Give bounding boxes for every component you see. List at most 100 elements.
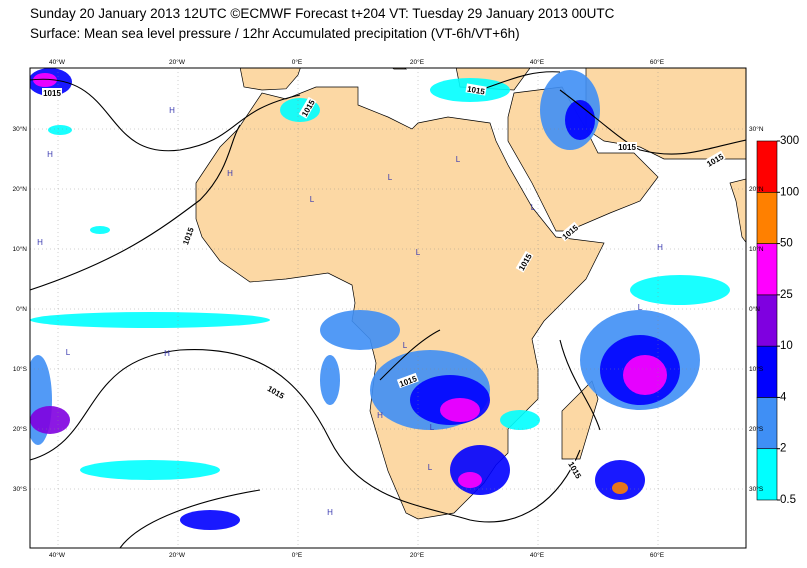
isobar-label: 1015 [618,143,636,152]
pressure-centre: L [531,203,536,212]
isobar-label-bg [298,96,317,119]
longitude-label: 40°W [49,58,66,66]
map-content: 1015101510151015101510151015101510151015… [30,68,746,548]
pressure-centre: L [416,248,421,257]
pressure-centre: H [47,150,53,159]
colorbar-segment [756,140,778,193]
precipitation-area [500,410,540,430]
land [585,68,746,243]
latitude-label: 30°N [749,125,764,133]
pressure-centre: H [164,349,170,358]
isobar [30,124,241,291]
colorbar-label: 100 [780,186,799,198]
precipitation-area [320,310,400,350]
precipitation-area [612,482,628,494]
isobar [379,329,441,381]
pressure-centre: L [638,303,643,312]
precipitation-area [630,275,730,305]
latitude-label: 30°S [749,485,764,493]
precipitation-area [30,406,70,434]
pressure-centre: H [169,106,175,115]
latitude-label: 20°S [13,425,28,433]
longitude-label: 40°E [530,551,545,559]
isobar [119,489,261,548]
longitude-label: 60°E [650,58,665,66]
pressure-centre: L [66,348,71,357]
latitude-label: 0°N [749,305,760,313]
colorbar-label: 4 [780,391,787,403]
colorbar-segment [756,191,778,244]
latitude-label: 20°N [12,185,27,193]
longitude-label: 40°E [530,58,545,66]
pressure-centre: L [456,155,461,164]
colorbar: 0.5 2 4 10 25 50 100 300 [756,135,799,506]
pressure-centre: L [388,173,393,182]
latitude-label: 10°N [749,245,764,253]
latitude-label: 0°N [16,305,27,313]
isobar [30,348,581,523]
isobar-label-bg [465,83,487,96]
map-subtitle: Surface: Mean sea level pressure / 12hr … [30,26,520,41]
precipitation-area [80,460,220,480]
pressure-centre: H [377,411,383,420]
colorbar-label: 300 [780,135,799,147]
pressure-centre: L [310,195,315,204]
precipitation-area [623,355,667,395]
isobar-label-bg [566,458,585,481]
longitude-label: 60°E [650,551,665,559]
colorbar-label: 50 [780,238,793,250]
isobar-label-bg [179,224,196,247]
pressure-centre: L [428,463,433,472]
precipitation-area [30,312,270,328]
colorbar-label: 0.5 [780,494,796,506]
precipitation-area [458,472,482,488]
pressure-centre: H [37,238,43,247]
isobar-label-bg [617,142,637,151]
latitude-label: 10°N [12,245,27,253]
latitude-label: 20°S [749,425,764,433]
colorbar-segment [756,294,778,347]
map-frame [29,67,747,549]
precipitation-area [48,125,72,135]
pressure-centre: L [403,341,408,350]
pressure-centre: H [657,243,663,252]
colorbar-segment [756,397,778,450]
precipitation-area [320,355,340,405]
latitude-label: 30°N [12,125,27,133]
isobar-label: 1015 [43,89,61,98]
isobar-label-bg [515,250,534,273]
isobar [559,89,746,155]
longitude-label: 0°E [292,551,303,559]
precipitation-area [33,73,57,87]
pressure-centre: H [227,169,233,178]
longitude-label: 20°E [410,551,425,559]
isobar [559,339,601,431]
isobar-label-bg [703,150,726,169]
precipitation-area [440,398,480,422]
latitude-label: 20°N [749,185,764,193]
land [239,68,301,91]
land [391,68,408,70]
pressure-centre: H [327,508,333,517]
isobar-label-bg [396,372,419,389]
precipitation-area [90,226,110,234]
latitude-label: 10°S [13,365,28,373]
isobar [30,78,301,152]
longitude-label: 40°W [49,551,66,559]
isobar-label-bg [559,221,581,242]
isobar-label-bg [265,382,288,401]
longitude-label: 0°E [292,58,303,66]
latitude-label: 30°S [13,485,28,493]
isobar-label-bg [42,88,62,97]
map-title: Sunday 20 January 2013 12UTC ©ECMWF Fore… [30,6,615,21]
colorbar-label: 10 [780,340,793,352]
longitude-label: 20°W [169,58,186,66]
precipitation-area [565,100,595,140]
precipitation-area [450,445,510,495]
pressure-centre: L [430,423,435,432]
precipitation-area [595,460,645,500]
precipitation-area [180,510,240,530]
longitude-label: 20°E [410,58,425,66]
